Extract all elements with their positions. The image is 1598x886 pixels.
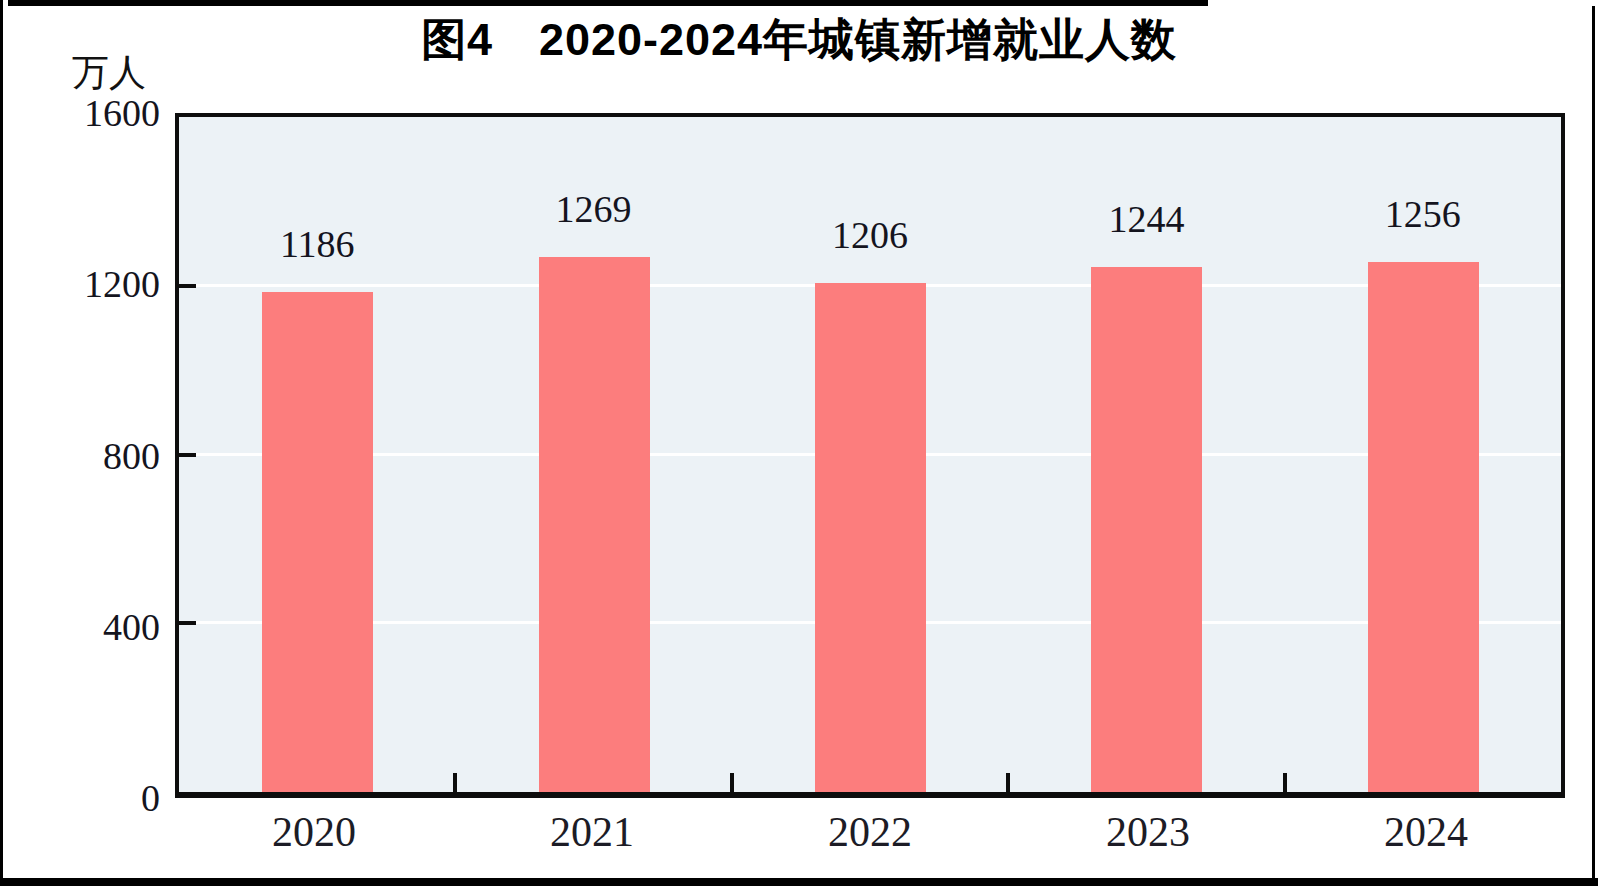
y-axis-label-1600: 1600 [30, 89, 160, 137]
x-tick-boundary-4 [1283, 773, 1287, 792]
value-label-2024: 1256 [1343, 192, 1503, 236]
x-tick-boundary-1 [453, 773, 457, 792]
value-label-2023: 1244 [1066, 197, 1226, 241]
bar-2023 [1091, 267, 1202, 792]
y-axis-labels: 040080012001600 [30, 113, 160, 798]
bar-2022 [815, 283, 926, 792]
value-label-2021: 1269 [514, 187, 674, 231]
x-axis-label-2023: 2023 [1106, 808, 1190, 856]
x-axis-label-2022: 2022 [828, 808, 912, 856]
y-axis-label-800: 800 [30, 432, 160, 480]
plot-area: 1186 1269 1206 1244 1256 [175, 113, 1565, 798]
figure-page: 图4 2020-2024年城镇新增就业人数 万人 040080012001600… [0, 0, 1598, 886]
value-label-2020: 1186 [237, 222, 397, 266]
value-label-2022: 1206 [790, 213, 950, 257]
x-axis-label-2020: 2020 [272, 808, 356, 856]
page-top-rule [8, 0, 1208, 6]
y-axis-label-400: 400 [30, 603, 160, 651]
bar-2021 [539, 257, 650, 792]
y-axis-label-0: 0 [30, 774, 160, 822]
x-axis-label-2021: 2021 [550, 808, 634, 856]
x-axis-labels: 2020 2021 2022 2023 2024 [175, 802, 1565, 862]
x-axis-label-2024: 2024 [1384, 808, 1468, 856]
page-left-rule [0, 0, 3, 886]
page-bottom-rule [0, 878, 1598, 886]
x-tick-boundary-3 [1006, 773, 1010, 792]
y-axis-label-1200: 1200 [30, 260, 160, 308]
page-right-rule [1592, 6, 1595, 886]
chart-title: 图4 2020-2024年城镇新增就业人数 [0, 10, 1598, 70]
bar-2020 [262, 292, 373, 792]
y-tick-800 [179, 453, 196, 457]
y-tick-400 [179, 621, 196, 625]
x-tick-boundary-2 [730, 773, 734, 792]
y-tick-1200 [179, 284, 196, 288]
bar-2024 [1368, 262, 1479, 792]
